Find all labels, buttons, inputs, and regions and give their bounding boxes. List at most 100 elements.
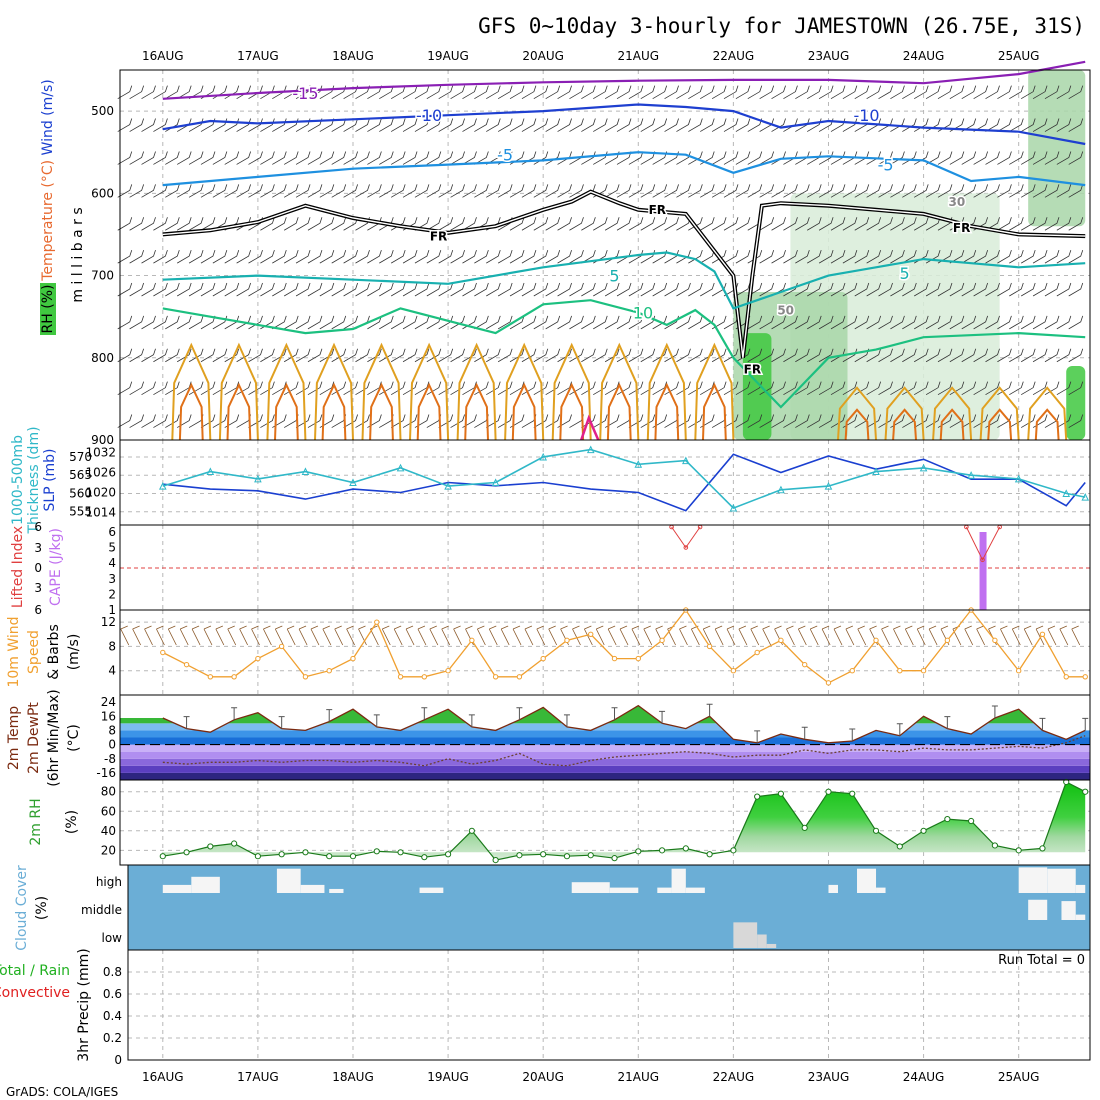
wind-barb (795, 249, 810, 264)
li-tick-label: 3 (34, 581, 42, 595)
wind-barb (593, 217, 608, 231)
wind-barb (533, 118, 549, 132)
wind-barb (533, 348, 549, 363)
wind-barb-10m (1011, 625, 1021, 646)
thickness-marker (1014, 474, 1023, 483)
wind-barb (390, 151, 406, 165)
wind-barb-10m (845, 625, 855, 646)
wind-barb (997, 184, 1012, 198)
wind-barb (260, 151, 275, 165)
cloud-cover-bar-high (162, 884, 192, 893)
wind-barb (509, 282, 525, 297)
wind-barb (236, 249, 252, 264)
wind-barb (664, 118, 679, 132)
wind-barb (985, 85, 1000, 100)
wind-barb (1068, 151, 1084, 165)
wind-barb (997, 348, 1012, 363)
wind-barb (509, 414, 525, 428)
cloud-cover-bar-high (609, 887, 639, 893)
wind-barb (711, 381, 727, 396)
temp-minmax-bar (563, 714, 570, 727)
temperature-colour-band (120, 765, 1090, 773)
wind-speed-marker (802, 661, 808, 668)
date-label-top: 24AUG (903, 49, 945, 63)
wind-barb (1068, 249, 1084, 264)
wind-barb (628, 118, 644, 132)
wind-barb (224, 249, 240, 264)
wind-barb (307, 151, 323, 165)
cape-tick-label: 2 (108, 587, 116, 601)
wind-barb (153, 217, 168, 231)
wind-barb (545, 249, 561, 264)
wind-barb (188, 348, 204, 363)
wind-barb (842, 184, 858, 198)
wind-barb (176, 249, 192, 264)
wind-barb (807, 381, 822, 396)
wind-barb (379, 118, 394, 132)
wind-barb (486, 118, 501, 132)
wind-barb (937, 184, 953, 198)
wind-barb (795, 414, 810, 428)
rh-marker (302, 849, 309, 856)
wind-barb (854, 315, 870, 330)
cape-tick-label: 3 (108, 572, 116, 586)
cape-tick-label: 5 (108, 541, 116, 555)
wind-barb (676, 249, 691, 264)
wind-barb (985, 381, 1000, 396)
wind-barb (236, 85, 252, 100)
wind-barb (973, 315, 989, 330)
wind-barb (355, 381, 370, 396)
thickness-marker (729, 503, 738, 512)
wind-barb (1044, 282, 1060, 297)
wind-barb (486, 414, 501, 428)
wind-barb (866, 282, 882, 297)
wind-barb (700, 184, 715, 198)
cloud-cover-bar-high (300, 884, 325, 893)
wind-barb (807, 118, 822, 132)
wind-barb (521, 282, 537, 297)
wind-barb (997, 282, 1012, 297)
wind-barb (973, 414, 989, 428)
wind-barb (1068, 414, 1084, 428)
rh-shading-patch (1066, 366, 1086, 440)
cloud-background (128, 865, 1090, 950)
wind-barb (866, 348, 882, 363)
wind-barb (604, 282, 620, 297)
wind-barb (569, 381, 584, 396)
wind-barb (878, 381, 893, 396)
temp-minmax-bar (801, 726, 808, 740)
wind-barb (426, 184, 442, 198)
wind-barb-10m (239, 625, 248, 646)
wind-axis-label-4: (m/s) (66, 634, 82, 671)
wind-barb (937, 85, 953, 100)
warm-temperature-contour (837, 386, 877, 441)
wind-barb (367, 118, 382, 132)
wind-barb (688, 414, 703, 428)
wind-barb (985, 282, 1000, 297)
wind-barb (141, 414, 156, 428)
precip-panel-frame (127, 949, 1091, 1061)
rh-axis-label-1: 2m RH (28, 798, 44, 845)
temperature-colour-band (120, 730, 1090, 738)
wind-barb (355, 414, 370, 428)
wind-speed-marker (302, 674, 309, 680)
wind-barb (462, 85, 477, 100)
wind-barb (545, 151, 561, 165)
pressure-tick-label: 500 (91, 104, 114, 118)
wind-barb (426, 381, 442, 396)
wind-barb (557, 184, 572, 198)
wind-barb (307, 217, 323, 231)
wind-barb (141, 282, 156, 297)
wind-barb (1009, 217, 1024, 231)
cape-tick-label: 4 (108, 556, 116, 570)
wind-barb (1032, 315, 1048, 330)
wind-barb (593, 348, 608, 363)
warm-temperature-contour (884, 386, 925, 441)
wind-barb (711, 118, 727, 132)
wind-barb (343, 249, 358, 264)
cloud-cover-bar-low (766, 943, 777, 948)
wind-barb (783, 348, 798, 363)
wind-barb (830, 85, 846, 100)
wind-barb (604, 118, 620, 132)
wind-barb (902, 118, 917, 132)
